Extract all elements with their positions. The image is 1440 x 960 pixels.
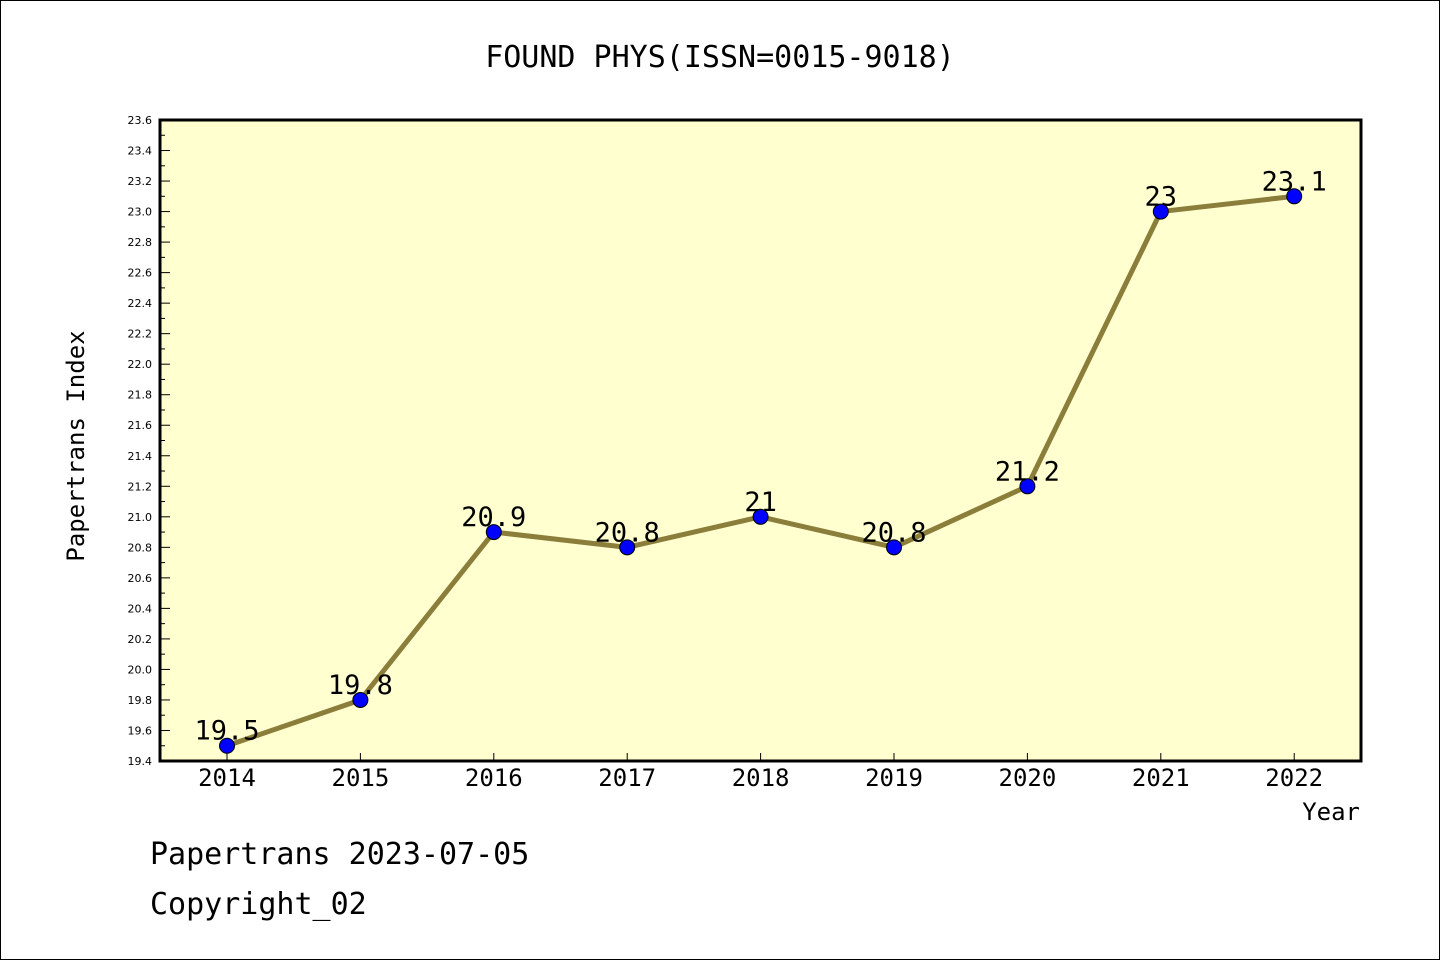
data-label: 20.9 [461, 502, 526, 533]
y-tick-label: 20.2 [128, 633, 153, 646]
y-tick-label: 21.8 [128, 389, 153, 402]
y-tick-label: 20.6 [128, 572, 153, 585]
data-label: 23 [1145, 182, 1178, 213]
footer-date: Papertrans 2023-07-05 [150, 837, 529, 872]
y-tick-label: 21.6 [128, 419, 153, 432]
data-point [1152, 203, 1169, 220]
x-tick-label: 2022 [1265, 764, 1323, 792]
data-markers [219, 188, 1303, 754]
y-tick-label: 19.6 [128, 724, 153, 737]
x-tick-label: 2020 [999, 764, 1057, 792]
x-tick-label: 2019 [865, 764, 923, 792]
x-tick-label: 2017 [598, 764, 656, 792]
x-axis-ticks: 2014 2015 2016 2017 2018 2019 2020 2021 2022 [198, 753, 1323, 792]
y-tick-label: 20.4 [128, 602, 153, 615]
data-label: 20.8 [861, 517, 926, 548]
data-point [219, 737, 235, 754]
y-axis-ticks: 19.4 19.6 19.8 20.0 20.2 20.4 20.6 20.8 21.0 21.2… [128, 114, 170, 768]
y-tick-label: 22.2 [128, 328, 153, 341]
data-point [485, 524, 502, 541]
x-tick-label: 2018 [732, 764, 790, 792]
y-tick-label: 19.8 [128, 694, 153, 707]
y-tick-label: 23.0 [128, 206, 153, 219]
y-tick-label: 23.4 [128, 145, 153, 158]
x-tick-label: 2021 [1132, 764, 1190, 792]
y-tick-label: 22.6 [128, 267, 153, 280]
data-point [1019, 478, 1036, 495]
y-tick-label: 21.0 [128, 511, 153, 524]
data-point [886, 539, 902, 556]
data-label: 19.8 [328, 670, 393, 701]
y-tick-label: 21.4 [128, 450, 153, 463]
plot-border [158, 118, 1363, 763]
data-point [619, 539, 636, 556]
footer-copyright: Copyright_02 [150, 887, 367, 922]
chart-title: FOUND PHYS(ISSN=0015-9018) [485, 40, 955, 75]
data-point [752, 508, 769, 525]
y-tick-label: 20.0 [128, 663, 153, 676]
data-label: 19.5 [194, 716, 259, 747]
y-tick-label: 21.2 [128, 480, 153, 493]
x-tick-label: 2016 [465, 764, 523, 792]
x-axis-label: Year [1302, 798, 1360, 826]
y-tick-label: 23.6 [128, 114, 153, 127]
y-tick-label: 19.4 [128, 755, 153, 768]
data-labels: 19.5 19.8 20.9 20.8 21 20.8 21.2 23 23.1 [194, 166, 1326, 746]
y-tick-label: 22.8 [128, 236, 153, 249]
x-tick-label: 2015 [332, 764, 390, 792]
y-tick-label: 22.0 [128, 358, 153, 371]
x-tick-label: 2014 [198, 764, 256, 792]
y-axis-label: Papertrans Index [62, 330, 90, 561]
data-label: 23.1 [1262, 166, 1327, 197]
plot-area [160, 120, 1361, 761]
y-tick-label: 23.2 [128, 175, 153, 188]
data-point [352, 691, 369, 708]
data-label: 20.8 [595, 517, 660, 548]
y-tick-label: 22.4 [128, 297, 153, 310]
y-tick-label: 20.8 [128, 541, 153, 554]
data-point [1286, 188, 1303, 205]
data-label: 21 [744, 487, 777, 518]
data-label: 21.2 [995, 456, 1060, 487]
